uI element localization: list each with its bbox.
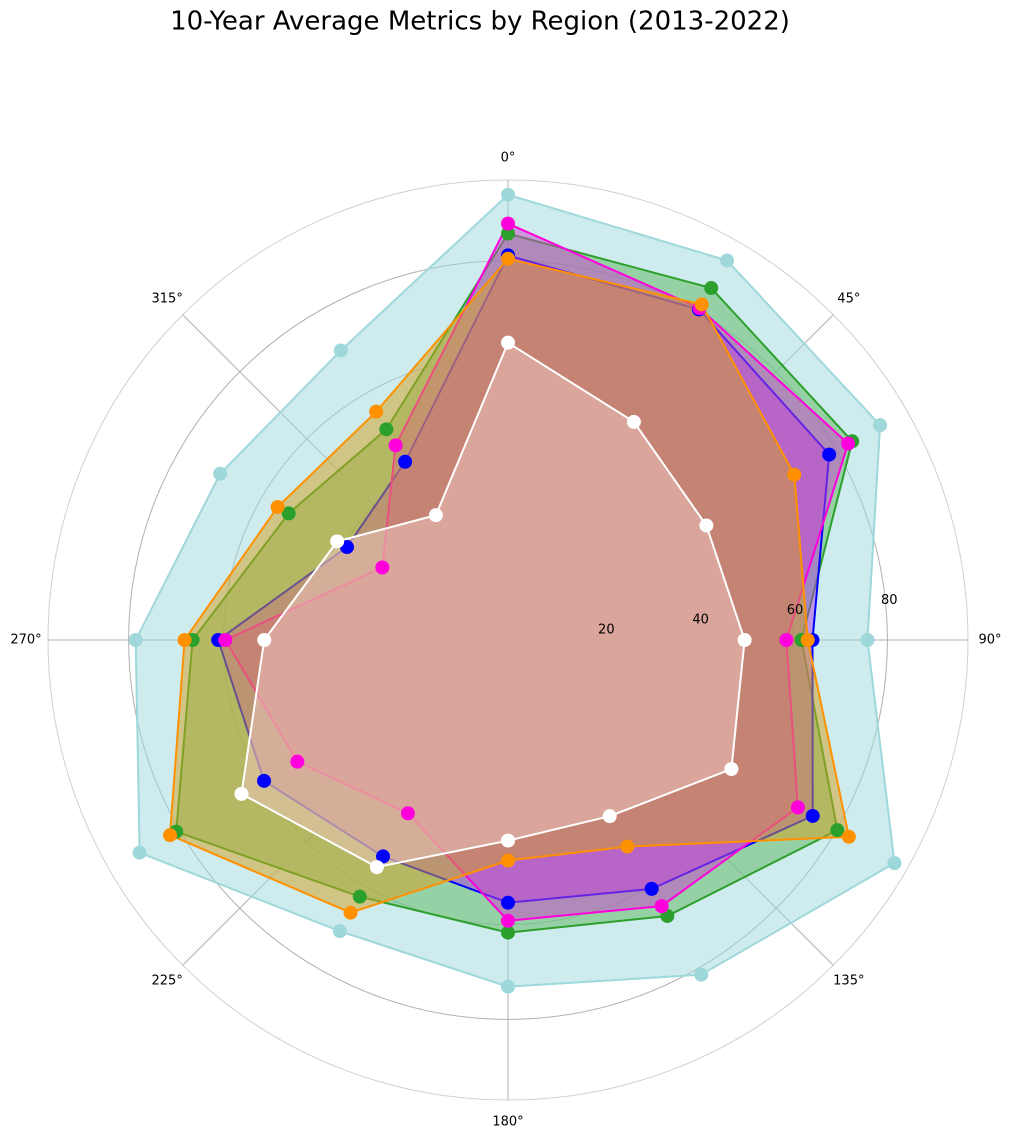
point [644,881,659,896]
point [333,343,348,358]
point [694,297,709,312]
point [790,800,805,815]
point [841,436,856,451]
point [128,633,143,647]
angle-label: 0° [501,151,516,166]
point [234,786,249,801]
point [822,447,837,462]
point [501,216,515,231]
point [257,633,272,647]
angle-label: 225° [152,973,183,988]
point [281,506,296,521]
point [805,808,820,823]
point [379,422,394,437]
point [376,849,391,864]
point [501,833,515,848]
point [218,633,233,647]
point [501,895,515,910]
point [177,633,192,647]
point [332,924,347,939]
point [163,828,178,843]
r-tick-label: 80 [881,593,898,608]
point [375,560,390,575]
point [654,899,669,914]
series-area [241,342,745,868]
point [257,773,272,788]
point [352,889,367,904]
point [779,633,794,647]
point [343,905,358,920]
point [501,853,515,868]
angle-label: 180° [492,1115,523,1130]
point [501,187,515,202]
r-tick-label: 20 [598,623,615,638]
point [787,467,802,482]
point [501,226,515,241]
point [620,839,635,854]
point [501,913,515,928]
angle-label: 315° [152,292,183,307]
angle-label: 90° [978,633,1001,648]
point [369,860,384,875]
point [290,754,305,769]
angle-label: 270° [10,633,41,648]
point [602,809,617,824]
point [501,335,515,350]
angle-label: 45° [837,292,860,307]
point [132,845,147,860]
point [737,633,752,647]
point [398,454,413,469]
point [270,499,285,514]
point [841,829,856,844]
point [830,823,845,838]
point [873,418,888,433]
point [800,633,815,647]
point [330,534,345,549]
point [860,633,875,647]
r-tick-label: 40 [692,613,709,628]
point [501,925,515,940]
point [501,251,515,266]
r-tick-label: 60 [787,603,804,618]
point [724,761,739,776]
point [699,518,714,533]
point [400,806,415,821]
point [720,253,735,268]
chart-title: 10-Year Average Metrics by Region (2013-… [170,7,790,37]
angle-label: 135° [833,973,864,988]
point [369,404,384,419]
point [428,508,443,523]
point [694,967,709,982]
point [704,281,719,296]
point [626,414,641,429]
point [887,856,902,871]
point [213,466,228,481]
point [388,438,403,453]
point [501,979,515,994]
